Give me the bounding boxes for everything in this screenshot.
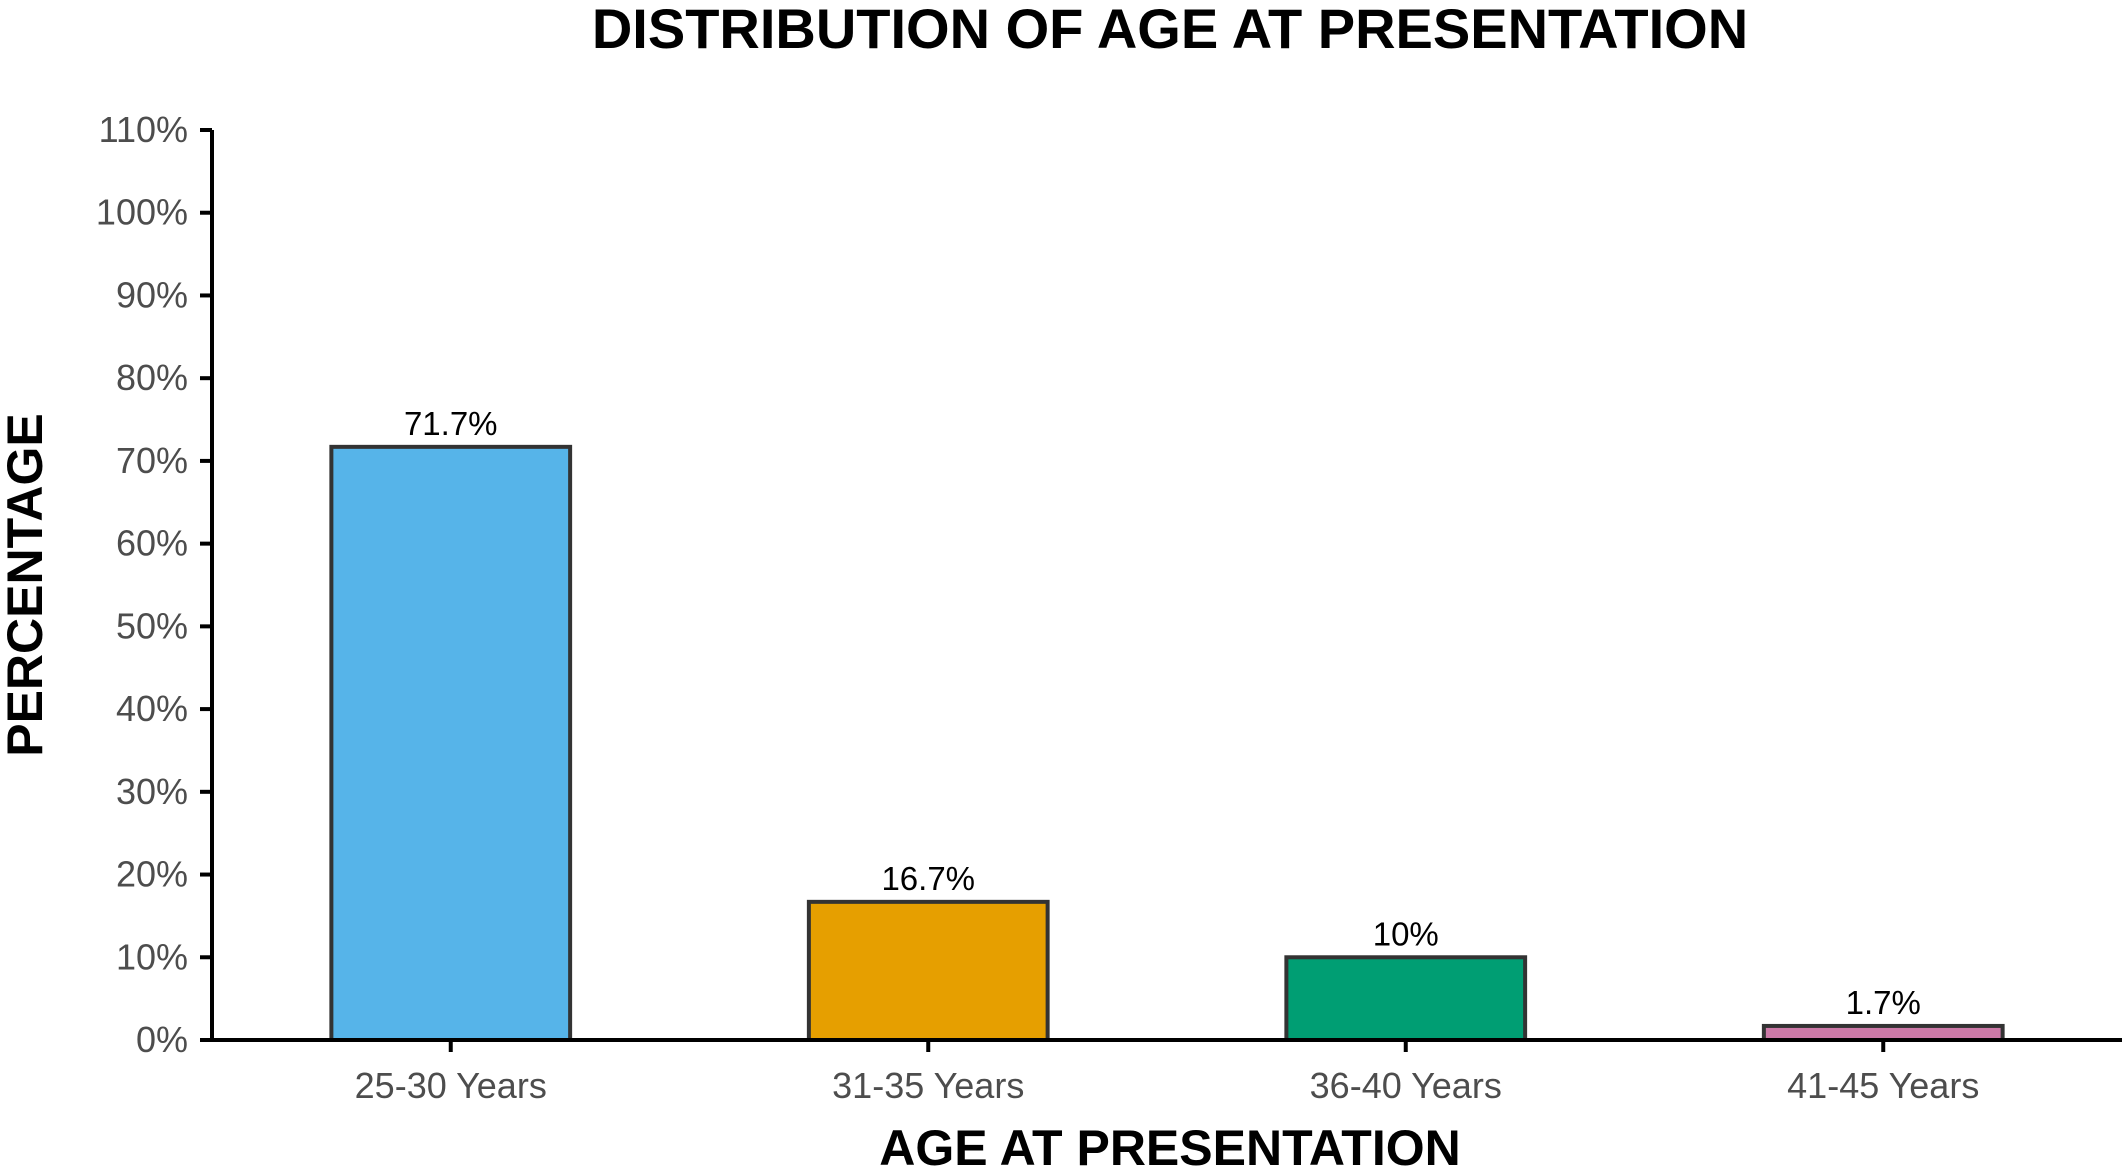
- bar-41-45-years: [1761, 1023, 2005, 1043]
- x-axis: 25-30 Years 31-35 Years 36-40 Years 41-45 Y…: [212, 1038, 2122, 1106]
- y-tick-label: 110%: [99, 109, 188, 150]
- x-tick-label: 25-30 Years: [355, 1065, 547, 1106]
- bar-36-40-years: [1284, 955, 1528, 1042]
- data-label: 1.7%: [1846, 984, 1921, 1021]
- y-tick-label: 80%: [116, 357, 188, 398]
- y-axis-title: PERCENTAGE: [0, 413, 53, 757]
- bar-31-35-years: [806, 899, 1050, 1042]
- data-label: 10%: [1373, 915, 1439, 952]
- x-tick-label: 41-45 Years: [1787, 1065, 1979, 1106]
- y-tick-label: 100%: [96, 192, 188, 233]
- y-tick-label: 30%: [116, 771, 188, 812]
- x-tick-label: 36-40 Years: [1310, 1065, 1502, 1106]
- bar-25-30-years: [329, 444, 573, 1042]
- y-tick-label: 90%: [116, 274, 188, 315]
- x-tick-label: 31-35 Years: [832, 1065, 1024, 1106]
- y-tick-label: 10%: [116, 936, 188, 977]
- y-tick-label: 50%: [116, 605, 188, 646]
- data-label: 16.7%: [881, 860, 975, 897]
- data-label: 71.7%: [404, 405, 498, 442]
- chart-title: DISTRIBUTION OF AGE AT PRESENTATION: [592, 0, 1748, 60]
- y-tick-label: 40%: [116, 688, 188, 729]
- y-tick-label: 70%: [116, 440, 188, 481]
- y-axis: 0% 10% 20% 30% 40% 50% 60% 70% 80% 90% 100% 110%: [96, 109, 214, 1060]
- y-tick-label: 20%: [116, 854, 188, 895]
- y-tick-label: 60%: [116, 523, 188, 564]
- x-axis-title: AGE AT PRESENTATION: [879, 1120, 1461, 1171]
- bars: [329, 444, 2005, 1043]
- data-labels: 71.7% 16.7% 10% 1.7%: [404, 405, 1921, 1021]
- y-tick-label: 0%: [136, 1019, 188, 1060]
